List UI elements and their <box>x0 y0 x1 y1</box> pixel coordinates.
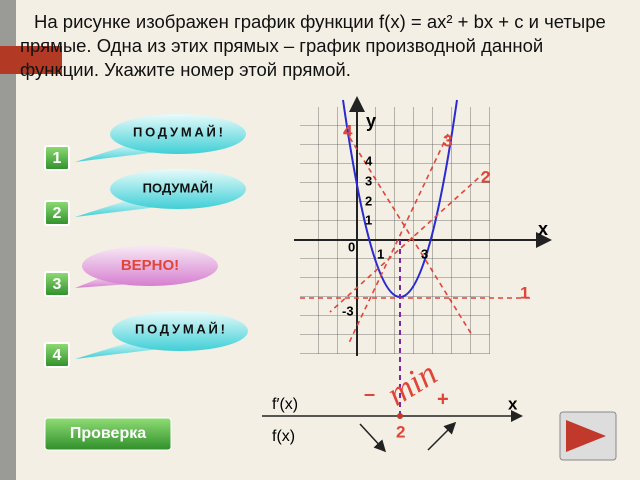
hint-bubble <box>82 246 218 286</box>
x-label: 1 <box>377 246 384 261</box>
point-label: 2 <box>396 422 405 441</box>
minus: – <box>364 383 375 405</box>
next-icon <box>566 420 606 452</box>
option-number: 1 <box>53 150 62 167</box>
line-label: 2 <box>481 167 490 186</box>
derivative-label: f′(x) <box>272 396 298 413</box>
hint-bubble <box>110 114 246 154</box>
arrow-up <box>427 421 457 451</box>
lines <box>300 129 530 346</box>
left-strip <box>0 0 16 480</box>
check-label: Проверка <box>70 425 146 442</box>
option-number-box[interactable] <box>44 200 70 226</box>
question: На рисунке изображен график функции f(x)… <box>20 11 606 80</box>
red-tab <box>0 46 62 74</box>
check-button[interactable] <box>44 417 172 451</box>
function-label: f(x) <box>272 428 295 445</box>
y-axis-label: y <box>366 111 376 131</box>
arrow-down <box>359 423 387 453</box>
option-number: 3 <box>53 276 62 293</box>
option-number-box[interactable] <box>44 271 70 297</box>
line-label: 4 <box>343 121 353 140</box>
hint: ВЕРНО! <box>121 257 179 274</box>
hint: ПОДУМАЙ! <box>143 180 214 195</box>
y-label: 2 <box>365 193 372 208</box>
hint-bubble <box>110 169 246 209</box>
point <box>397 413 403 419</box>
neg-label: -3 <box>342 303 354 318</box>
line-label: 1 <box>520 283 529 302</box>
hint: ПОДУМАЙ! <box>133 124 223 139</box>
y-label: 1 <box>365 212 372 227</box>
question-box: На рисунке изображен график функции f(x)… <box>20 11 606 80</box>
option-number-box[interactable] <box>44 342 70 368</box>
y-label: 3 <box>365 173 372 188</box>
line-label: 3 <box>443 131 452 150</box>
option-number-box[interactable] <box>44 145 70 171</box>
x-axis-label: x <box>538 219 548 239</box>
sign-axis-label: x <box>508 394 518 413</box>
hint: ПОДУМАЙ! <box>135 321 225 336</box>
x-label: 3 <box>421 246 428 261</box>
origin-label: 0 <box>348 239 355 254</box>
graph-grid <box>300 107 490 354</box>
hint-bubble <box>112 311 248 351</box>
option-number: 2 <box>53 205 62 222</box>
y-label: 4 <box>365 153 373 168</box>
plus: + <box>437 388 449 410</box>
option-number: 4 <box>53 347 62 364</box>
